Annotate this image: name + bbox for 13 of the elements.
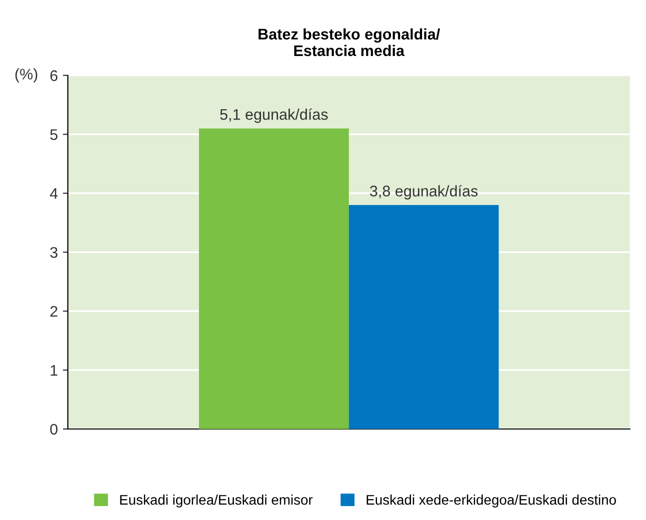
legend-label: Euskadi igorlea/Euskadi emisor [120,494,313,508]
y-tick-label: 5 [50,129,58,140]
y-tick-label: 1 [50,365,58,376]
y-tick-label: 4 [50,188,58,199]
y-tick-label: 3 [50,247,58,258]
legend-label: Euskadi xede-erkidegoa/Euskadi destino [366,494,616,508]
y-axis-title: (%) [15,68,38,83]
y-tick-label: 0 [50,424,58,435]
y-tick-label: 6 [50,70,58,82]
y-tick-label: 2 [50,306,58,317]
data-label: 5,1 egunak/días [220,108,328,123]
data-label: 3,8 egunak/días [370,185,478,200]
chart-title: Batez besteko egonaldia/ Estancia media [258,28,440,56]
